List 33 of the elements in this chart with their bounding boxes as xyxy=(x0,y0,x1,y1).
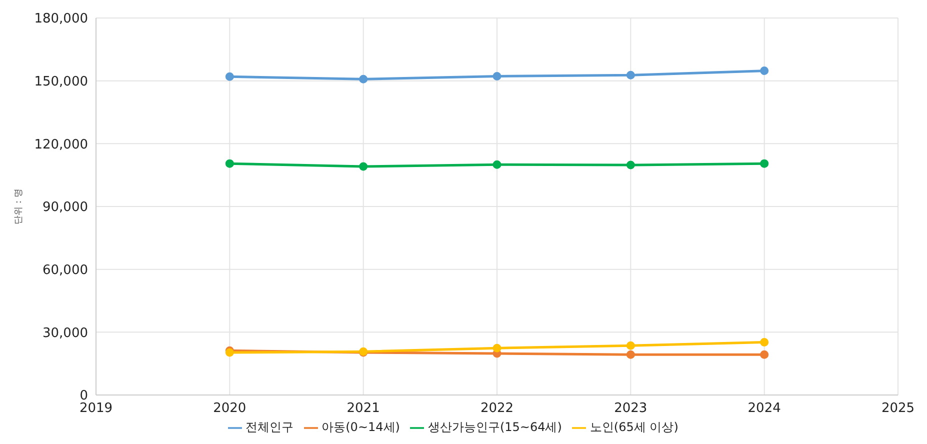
x-tick-label: 2023 xyxy=(614,401,648,416)
point xyxy=(225,72,234,81)
y-tick-label: 150,000 xyxy=(34,74,88,90)
legend-label: 전체인구 xyxy=(246,420,294,434)
point xyxy=(626,350,635,359)
x-tick-label: 2022 xyxy=(480,401,514,416)
point xyxy=(492,160,502,169)
y-tick-label: 180,000 xyxy=(34,12,88,27)
x-tick-label: 2024 xyxy=(748,401,781,416)
x-tick-label: 2021 xyxy=(346,401,380,416)
point xyxy=(626,160,635,170)
point xyxy=(626,341,635,350)
point xyxy=(760,350,769,359)
legend-label: 생산가능인구(15~64세) xyxy=(428,420,562,434)
point xyxy=(359,162,368,171)
y-tick-label: 120,000 xyxy=(34,137,88,152)
legend-label: 아동(0~14세) xyxy=(322,420,400,434)
point xyxy=(492,344,502,352)
legend-label: 노인(65세 이상) xyxy=(590,420,678,434)
point xyxy=(359,74,368,84)
x-tick-label: 2019 xyxy=(79,401,113,416)
y-tick-label: 90,000 xyxy=(42,200,88,216)
point xyxy=(225,159,234,168)
y-axis-title: 단위 : 명 xyxy=(14,188,24,224)
point xyxy=(760,66,769,76)
x-tick-label: 2025 xyxy=(881,401,915,416)
y-tick-label: 60,000 xyxy=(42,262,88,278)
point xyxy=(760,159,769,168)
y-tick-label: 30,000 xyxy=(42,326,88,341)
point xyxy=(626,70,635,80)
point xyxy=(760,338,769,346)
x-tick-label: 2020 xyxy=(213,401,246,416)
point xyxy=(492,72,502,80)
